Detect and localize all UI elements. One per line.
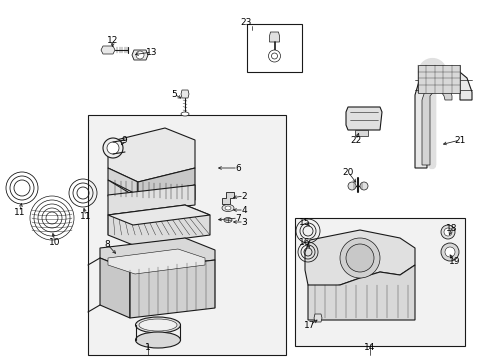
Text: 5: 5 — [171, 90, 177, 99]
Text: 14: 14 — [364, 343, 375, 352]
Polygon shape — [132, 50, 148, 60]
Bar — [294, 218, 464, 346]
Circle shape — [103, 138, 123, 158]
Ellipse shape — [139, 319, 177, 331]
Text: 13: 13 — [146, 48, 158, 57]
Polygon shape — [108, 249, 204, 274]
Text: 7: 7 — [235, 213, 241, 222]
Polygon shape — [108, 128, 195, 182]
Polygon shape — [305, 230, 414, 290]
Polygon shape — [138, 168, 195, 198]
Text: 15: 15 — [299, 217, 310, 226]
Polygon shape — [346, 107, 381, 130]
Polygon shape — [421, 82, 451, 165]
Polygon shape — [414, 68, 471, 168]
Text: 22: 22 — [350, 135, 361, 144]
Text: 18: 18 — [446, 224, 457, 233]
Circle shape — [271, 53, 277, 59]
Text: 3: 3 — [241, 217, 246, 226]
Text: 4: 4 — [241, 206, 246, 215]
Text: 9: 9 — [121, 135, 126, 144]
Ellipse shape — [135, 317, 180, 333]
Text: 2: 2 — [241, 192, 246, 201]
Ellipse shape — [224, 206, 230, 210]
Polygon shape — [101, 46, 115, 54]
Text: 17: 17 — [304, 320, 315, 329]
Text: 11: 11 — [80, 212, 92, 220]
Ellipse shape — [135, 332, 180, 348]
Circle shape — [359, 182, 367, 190]
Text: 1: 1 — [145, 343, 151, 352]
Polygon shape — [354, 130, 367, 136]
Circle shape — [440, 243, 458, 261]
Polygon shape — [130, 260, 215, 318]
Text: 11: 11 — [14, 207, 26, 216]
Circle shape — [347, 182, 355, 190]
Polygon shape — [222, 192, 234, 204]
Polygon shape — [307, 265, 414, 320]
Polygon shape — [108, 205, 209, 225]
Text: 19: 19 — [448, 257, 460, 266]
Bar — [246, 24, 302, 72]
Polygon shape — [108, 185, 195, 215]
Polygon shape — [181, 90, 189, 98]
Circle shape — [268, 50, 280, 62]
Polygon shape — [269, 32, 279, 42]
Text: 16: 16 — [299, 238, 310, 247]
Circle shape — [107, 142, 119, 154]
Text: 12: 12 — [107, 36, 119, 45]
Bar — [88, 115, 285, 355]
Circle shape — [444, 247, 454, 257]
Text: 23: 23 — [240, 18, 251, 27]
Text: 20: 20 — [342, 167, 353, 176]
Polygon shape — [108, 180, 195, 213]
Circle shape — [443, 228, 451, 236]
Circle shape — [346, 244, 373, 272]
Text: 10: 10 — [49, 238, 61, 247]
Polygon shape — [313, 314, 321, 322]
Circle shape — [440, 225, 454, 239]
Ellipse shape — [181, 112, 189, 116]
Ellipse shape — [222, 204, 234, 212]
Polygon shape — [100, 258, 130, 318]
Circle shape — [339, 238, 379, 278]
Circle shape — [136, 51, 143, 59]
Text: 21: 21 — [453, 135, 465, 144]
Ellipse shape — [224, 217, 231, 222]
Text: 8: 8 — [104, 239, 110, 248]
Polygon shape — [108, 205, 209, 245]
Text: 6: 6 — [235, 163, 241, 172]
Polygon shape — [100, 238, 215, 270]
Bar — [417, 65, 459, 93]
Polygon shape — [108, 168, 138, 195]
